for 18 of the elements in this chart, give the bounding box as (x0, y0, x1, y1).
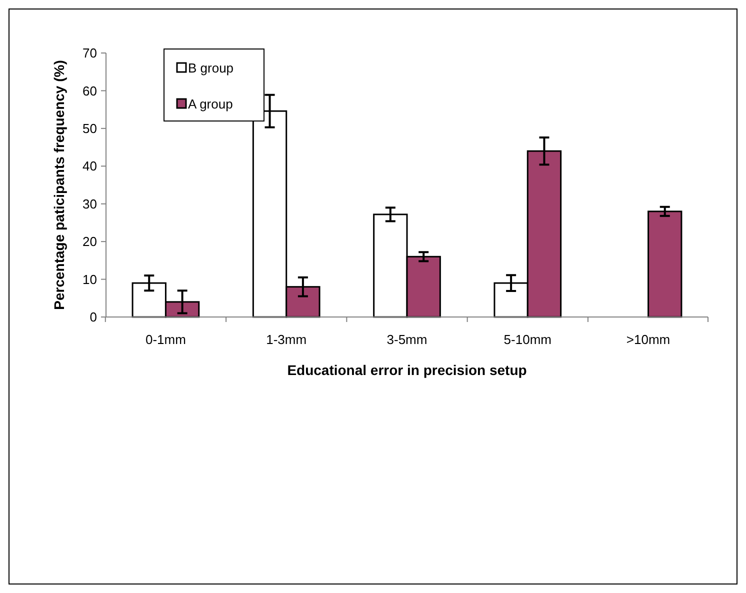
y-tick-label: 0 (90, 310, 97, 325)
y-tick-label: 20 (82, 234, 97, 250)
y-tick-label: 60 (82, 83, 97, 98)
y-tick-label: 10 (82, 272, 97, 287)
bar (648, 210, 682, 318)
y-tick-label: 70 (82, 46, 97, 61)
y-tick-label: 30 (82, 196, 97, 212)
legend-label: A group (188, 96, 233, 112)
x-tick-label: 0-1mm (145, 332, 186, 347)
legend-label: B group (188, 60, 234, 76)
y-tick-label: 50 (82, 120, 97, 136)
x-axis-title: Educational error in precision setup (287, 362, 527, 378)
x-tick-label: >10mm (626, 332, 670, 347)
y-tick-label: 40 (82, 158, 97, 174)
y-axis-title: Percentage paticipants frequency (%) (51, 60, 67, 310)
x-tick-label: 3-5mm (386, 332, 428, 347)
x-tick-label: 5-10mm (504, 332, 552, 347)
x-tick-label: 1-3mm (266, 332, 307, 347)
